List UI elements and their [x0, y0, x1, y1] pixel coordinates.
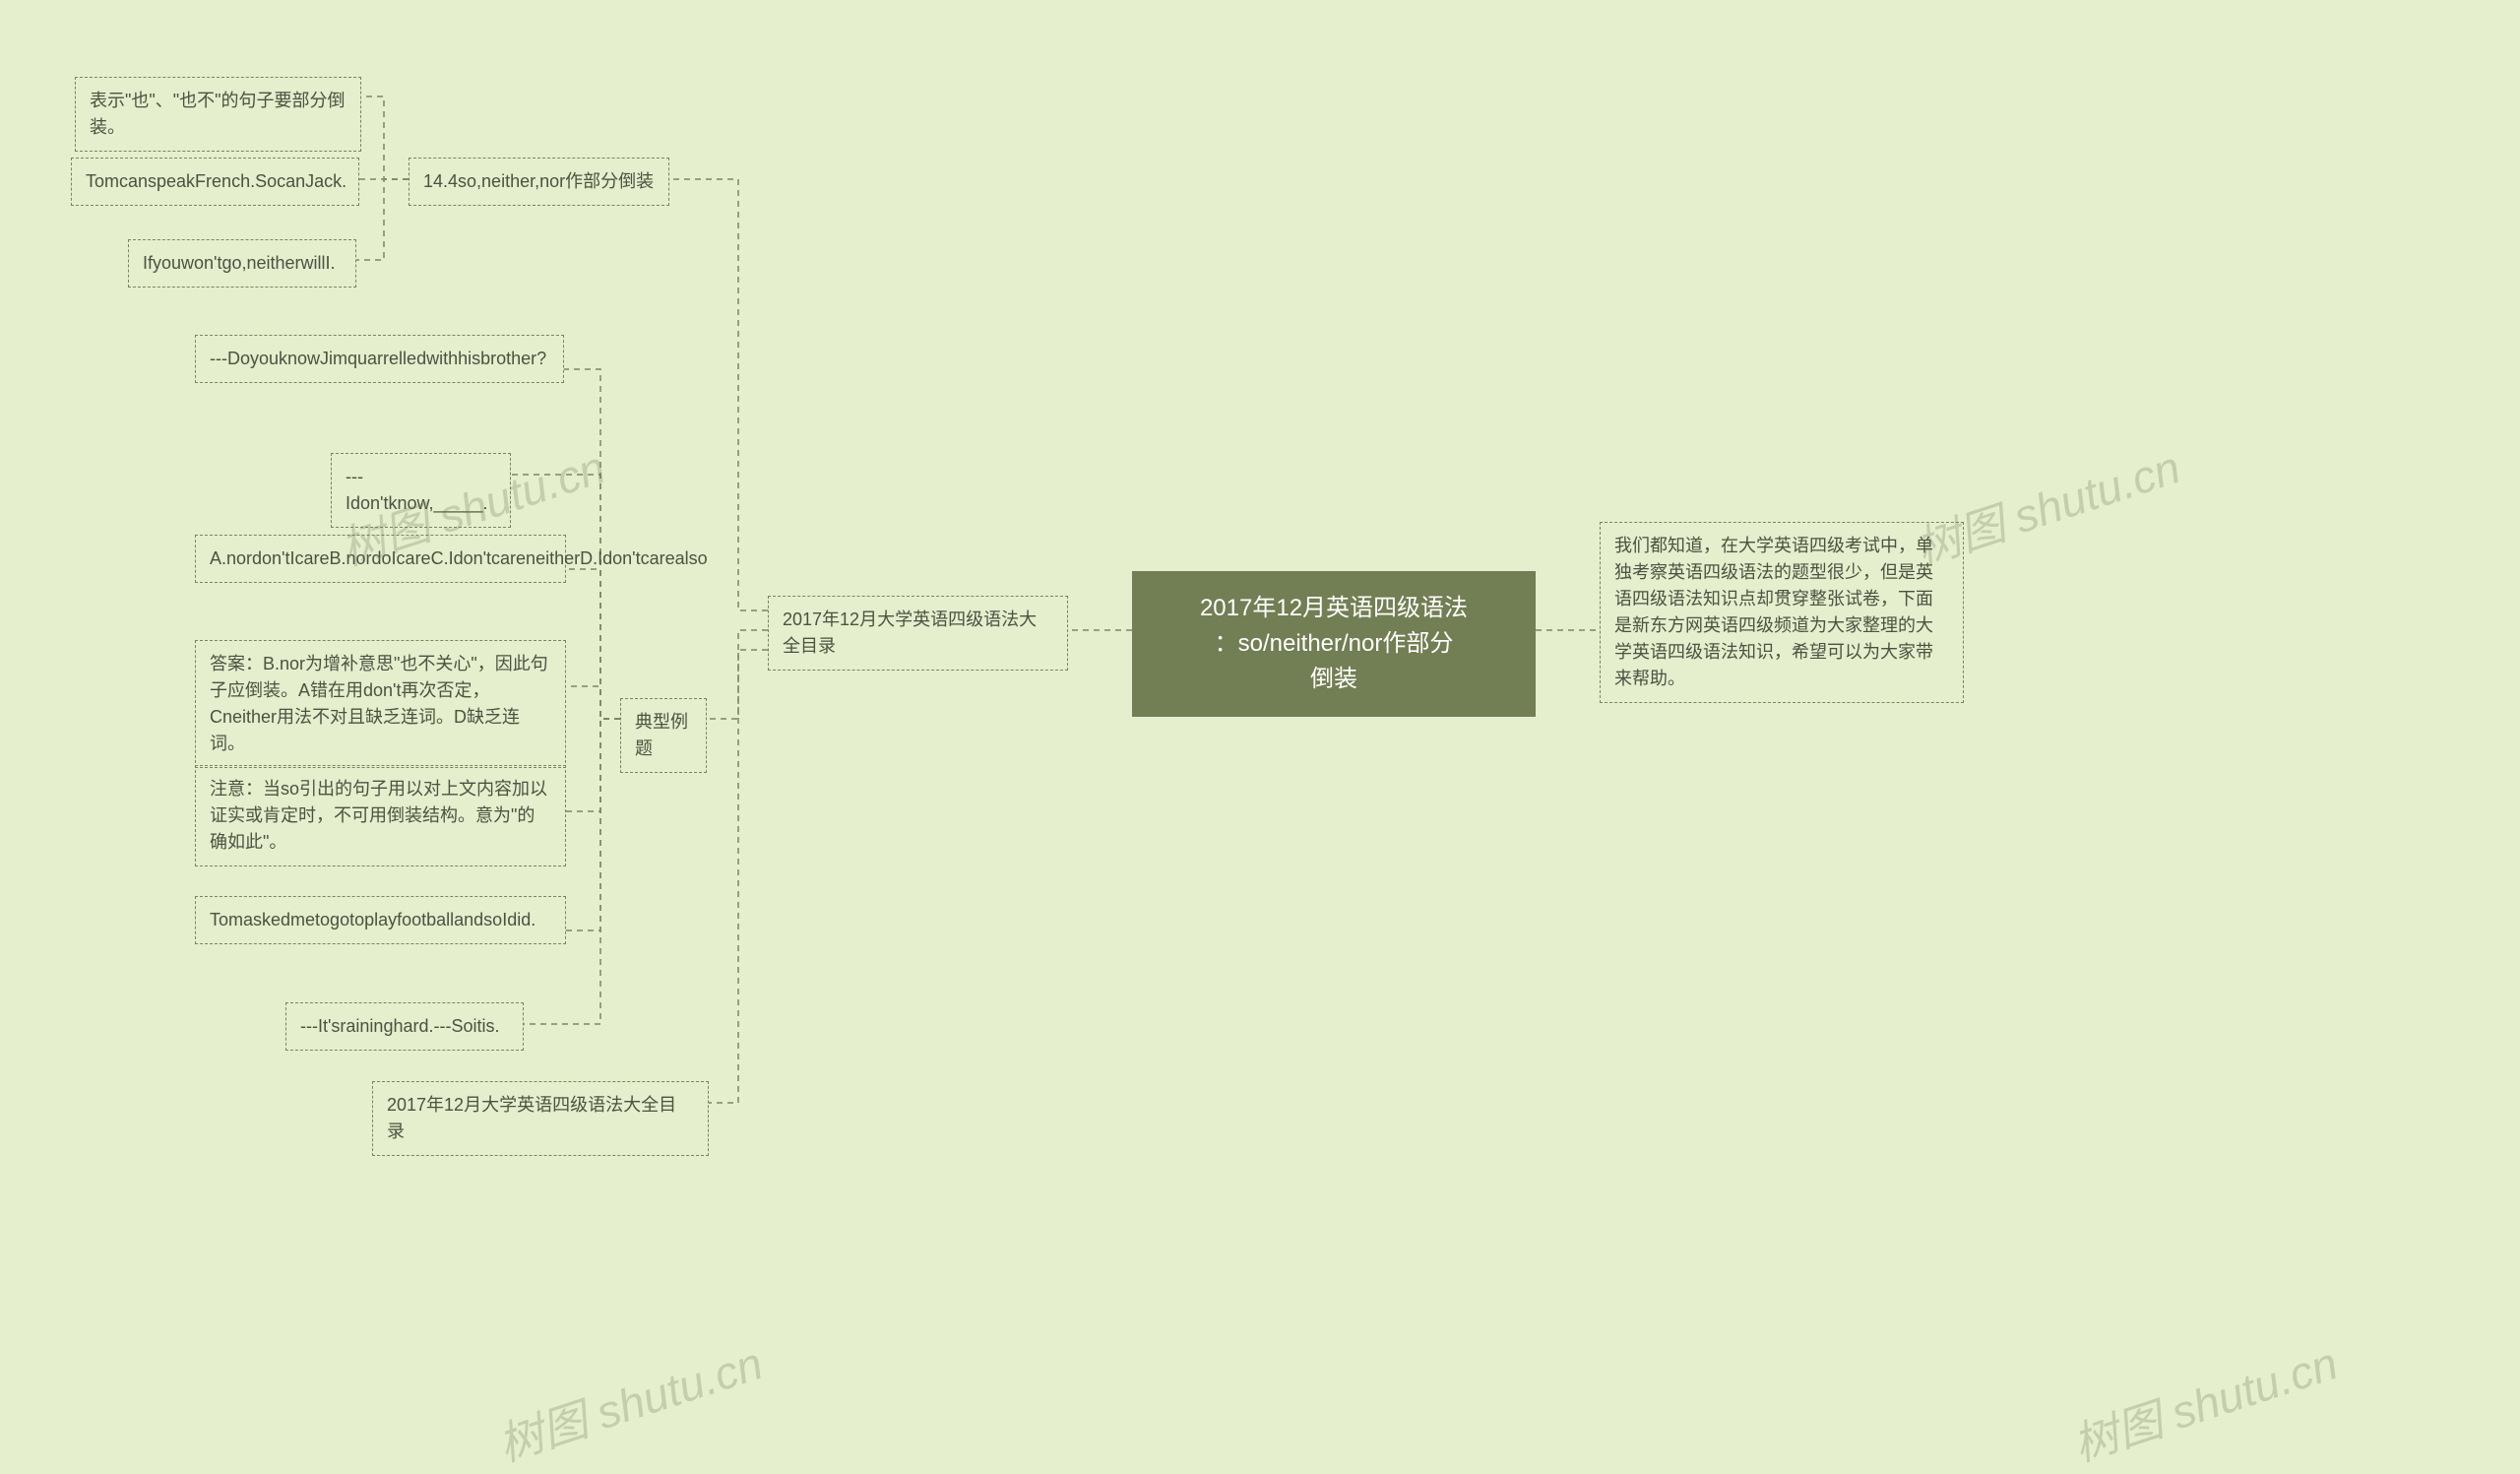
watermark-3: 树图 shutu.cn: [489, 1328, 770, 1474]
bottom-catalog: 2017年12月大学英语四级语法大全目录: [372, 1081, 709, 1156]
ex-rain: ---It'sraininghard.---Soitis.: [285, 1002, 524, 1051]
watermark-4: 树图 shutu.cn: [2064, 1328, 2345, 1474]
root-line1: 2017年12月英语四级语法: [1200, 595, 1468, 621]
right-desc-text: 我们都知道，在大学英语四级考试中，单独考察英语四级语法的题型很少，但是英语四级语…: [1614, 536, 1933, 688]
ex-q1: ---DoyouknowJimquarrelledwithhisbrother?: [195, 335, 564, 383]
branch-14-4: 14.4so,neither,nor作部分倒装: [409, 158, 669, 206]
watermark-4-text: 树图 shutu.cn: [2067, 1337, 2344, 1471]
leaf-tom-text: TomcanspeakFrench.SocanJack.: [86, 171, 346, 191]
ex-q2-text: ---Idon'tknow,_____.: [346, 467, 488, 513]
leaf-ifyou-text: Ifyouwon'tgo,neitherwillI.: [143, 253, 336, 273]
root-line3: 倒装: [1310, 666, 1357, 692]
leaf-ifyou: Ifyouwon'tgo,neitherwillI.: [128, 239, 356, 288]
ex-note: 注意：当so引出的句子用以对上文内容加以证实或肯定时，不可用倒装结构。意为"的确…: [195, 765, 566, 866]
ex-answer: 答案：B.nor为增补意思"也不关心"，因此句子应倒装。A错在用don't再次否…: [195, 640, 566, 768]
watermark-3-text: 树图 shutu.cn: [492, 1337, 769, 1471]
ex-tomasked-text: TomaskedmetogotoplayfootballandsoIdid.: [210, 910, 536, 929]
right-description: 我们都知道，在大学英语四级考试中，单独考察英语四级语法的题型很少，但是英语四级语…: [1600, 522, 1964, 703]
ex-options-text: A.nordon'tIcareB.nordoIcareC.Idon'tcaren…: [210, 548, 708, 568]
ex-q1-text: ---DoyouknowJimquarrelledwithhisbrother?: [210, 349, 546, 368]
bottom-catalog-text: 2017年12月大学英语四级语法大全目录: [387, 1095, 676, 1141]
ex-q2: ---Idon'tknow,_____.: [331, 453, 511, 528]
leaf-also: 表示"也"、"也不"的句子要部分倒装。: [75, 77, 361, 152]
ex-note-text: 注意：当so引出的句子用以对上文内容加以证实或肯定时，不可用倒装结构。意为"的确…: [210, 779, 547, 852]
ex-answer-text: 答案：B.nor为增补意思"也不关心"，因此句子应倒装。A错在用don't再次否…: [210, 654, 548, 753]
ex-rain-text: ---It'sraininghard.---Soitis.: [300, 1016, 499, 1036]
branch-example-text: 典型例题: [635, 712, 688, 758]
leaf-also-text: 表示"也"、"也不"的句子要部分倒装。: [90, 91, 346, 137]
root-line2: ：so/neither/nor作部分: [1215, 630, 1454, 657]
left-main-text: 2017年12月大学英语四级语法大全目录: [783, 609, 1037, 656]
branch-14-4-text: 14.4so,neither,nor作部分倒装: [423, 171, 654, 191]
left-main-catalog: 2017年12月大学英语四级语法大全目录: [768, 596, 1068, 671]
root-node: 2017年12月英语四级语法 ：so/neither/nor作部分 倒装: [1132, 571, 1536, 717]
leaf-tom: TomcanspeakFrench.SocanJack.: [71, 158, 359, 206]
ex-options: A.nordon'tIcareB.nordoIcareC.Idon'tcaren…: [195, 535, 566, 583]
ex-tomasked: TomaskedmetogotoplayfootballandsoIdid.: [195, 896, 566, 944]
branch-example: 典型例题: [620, 698, 707, 773]
